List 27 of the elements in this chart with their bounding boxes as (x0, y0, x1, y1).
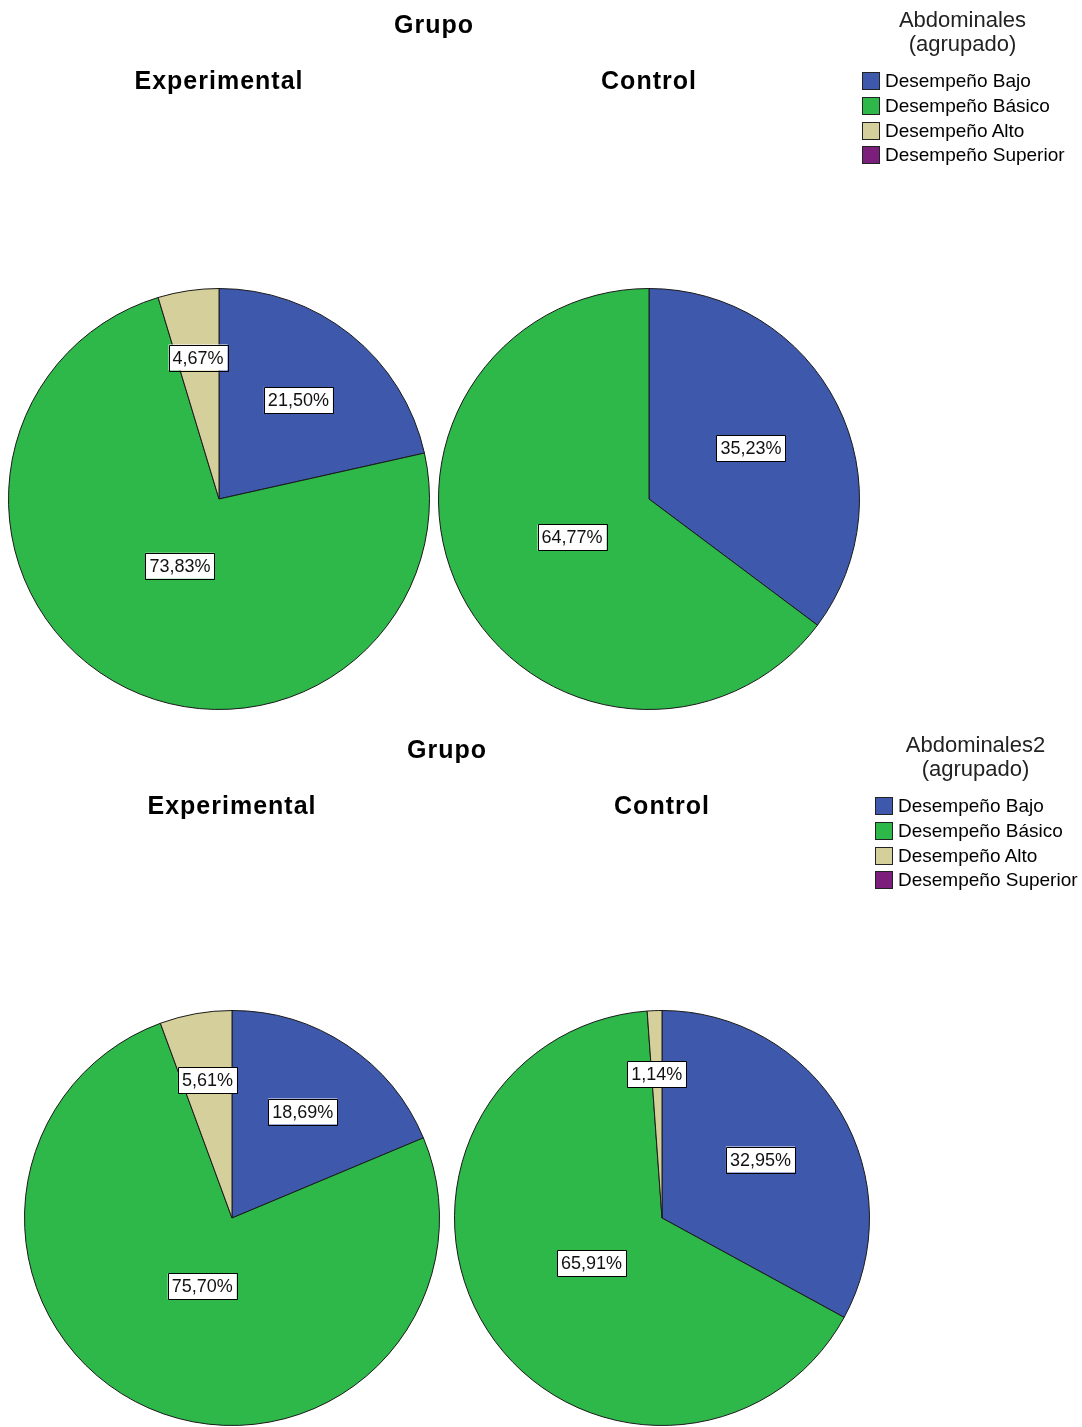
legend-label: Desempeño Básico (885, 95, 1050, 118)
data-label: 21,50% (267, 389, 329, 410)
data-label: 1,14% (631, 1063, 683, 1084)
data-label: 65,91% (561, 1253, 623, 1274)
legend-label: Desempeño Bajo (898, 795, 1044, 818)
legend-title: Abdominales2 (agrupado) (904, 732, 1047, 781)
slice-label: Control (613, 790, 711, 820)
slice-label: Experimental (133, 65, 305, 95)
data-label: 75,70% (171, 1276, 233, 1297)
data-label: 4,67% (172, 347, 224, 368)
data-label: 5,61% (181, 1070, 233, 1091)
chart-title: Grupo (393, 9, 475, 39)
legend-label: Desempeño Alto (898, 844, 1038, 867)
data-label: 32,95% (729, 1149, 791, 1170)
data-label: 18,69% (272, 1101, 334, 1122)
legend-label: Desempeño Bajo (885, 70, 1031, 93)
data-label: 35,23% (720, 437, 782, 458)
legend-label: Desempeño Básico (898, 820, 1063, 843)
data-label: 73,83% (149, 555, 211, 576)
chart-title: Grupo (406, 734, 488, 764)
legend-title: Abdominales (agrupado) (897, 7, 1028, 56)
slice-label: Control (600, 65, 698, 95)
legend-label: Desempeño Alto (885, 119, 1025, 142)
legend-label: Desempeño Superior (885, 144, 1065, 167)
legend-label: Desempeño Superior (898, 869, 1078, 892)
data-label: 64,77% (541, 527, 603, 548)
slice-label: Experimental (146, 790, 318, 820)
